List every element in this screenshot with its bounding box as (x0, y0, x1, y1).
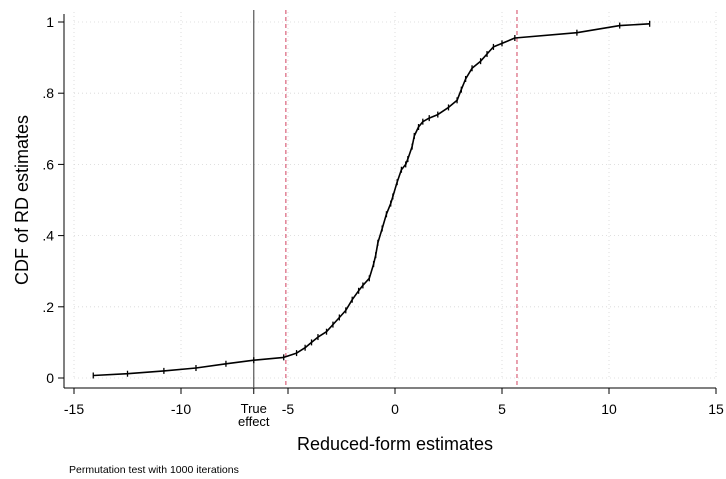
tick-labels: 0 .2 .4 .6 .8 1 -15 -10 -5 0 5 10 15 (42, 14, 724, 417)
chart-note: Permutation test with 1000 iterations (69, 464, 239, 476)
axes (63, 14, 716, 389)
y-tick-label-3: .6 (42, 156, 54, 172)
reference-line-label-0-1: effect (238, 414, 270, 429)
x-tick-label-5: 10 (601, 401, 617, 417)
y-tick-label-5: 1 (46, 14, 54, 30)
x-tick-label-3: 0 (391, 401, 399, 417)
cdf-line-0 (93, 23, 650, 377)
reference-line-label-0-0: True (241, 401, 267, 416)
y-tick-label-4: .8 (42, 85, 54, 101)
cdf-series (92, 20, 651, 379)
x-tick-label-2: -5 (282, 401, 295, 417)
y-tick-label-0: 0 (46, 370, 54, 386)
x-axis-title: Reduced-form estimates (297, 434, 493, 454)
x-tick-label-6: 15 (708, 401, 724, 417)
grid (73, 12, 717, 379)
y-axis-title: CDF of RD estimates (12, 115, 32, 285)
x-tick-label-0: -15 (64, 401, 84, 417)
x-tick-label-1: -10 (171, 401, 191, 417)
y-tick-label-1: .2 (42, 299, 54, 315)
x-tick-label-4: 5 (498, 401, 506, 417)
y-tick-label-2: .4 (42, 228, 54, 244)
